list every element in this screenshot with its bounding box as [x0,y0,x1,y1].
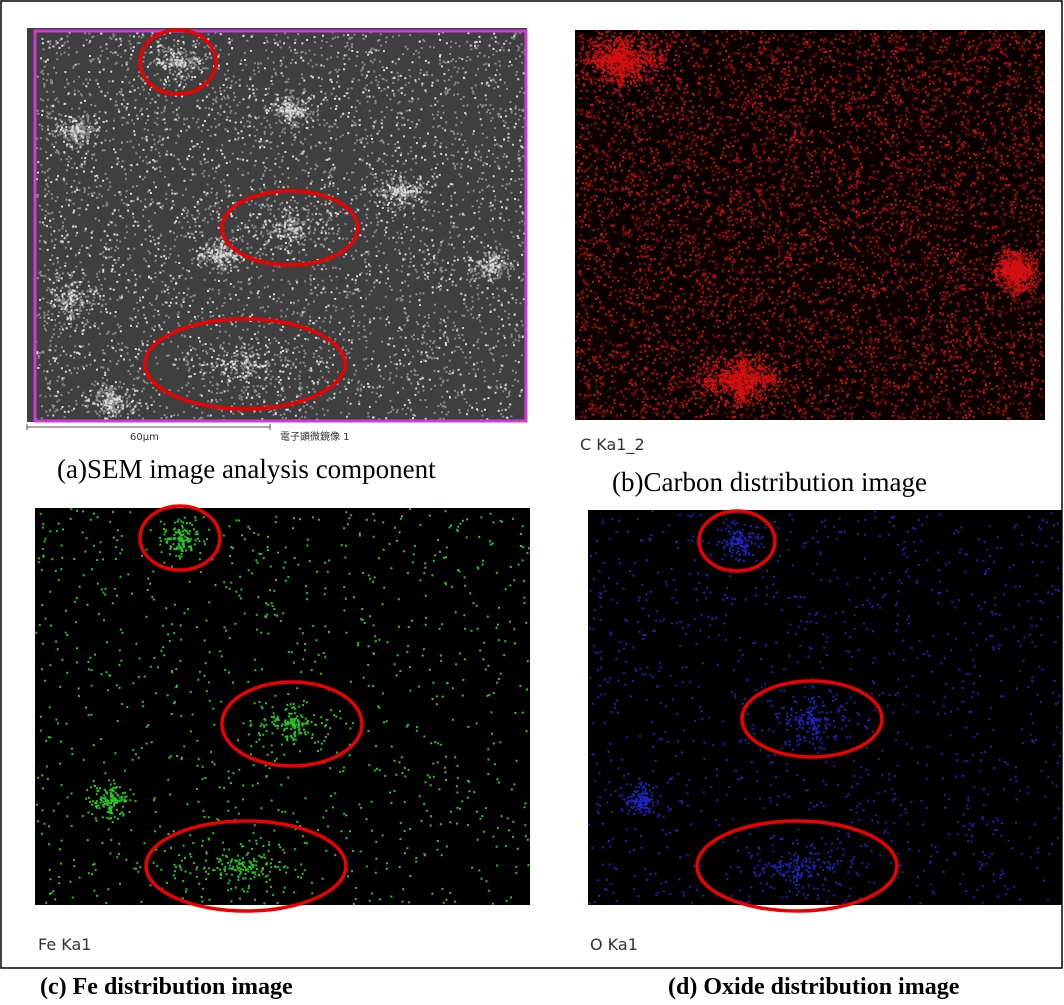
caption: (b)Carbon distribution image [612,467,927,497]
caption: (c) Fe distribution image [40,974,293,1000]
caption: (a)SEM image analysis component [57,454,436,484]
fe-map [35,508,530,905]
map-label: Fe Ka1 [38,935,91,954]
caption: (d) Oxide distribution image [668,974,960,1000]
figure: 60μm 電子顕微鏡像 1 (a)SEM image analysis comp… [0,0,1064,1005]
map-label: O Ka1 [590,935,638,954]
map-label: C Ka1_2 [580,435,645,455]
image-note: 電子顕微鏡像 1 [280,430,350,443]
scale-label: 60μm [130,432,159,443]
